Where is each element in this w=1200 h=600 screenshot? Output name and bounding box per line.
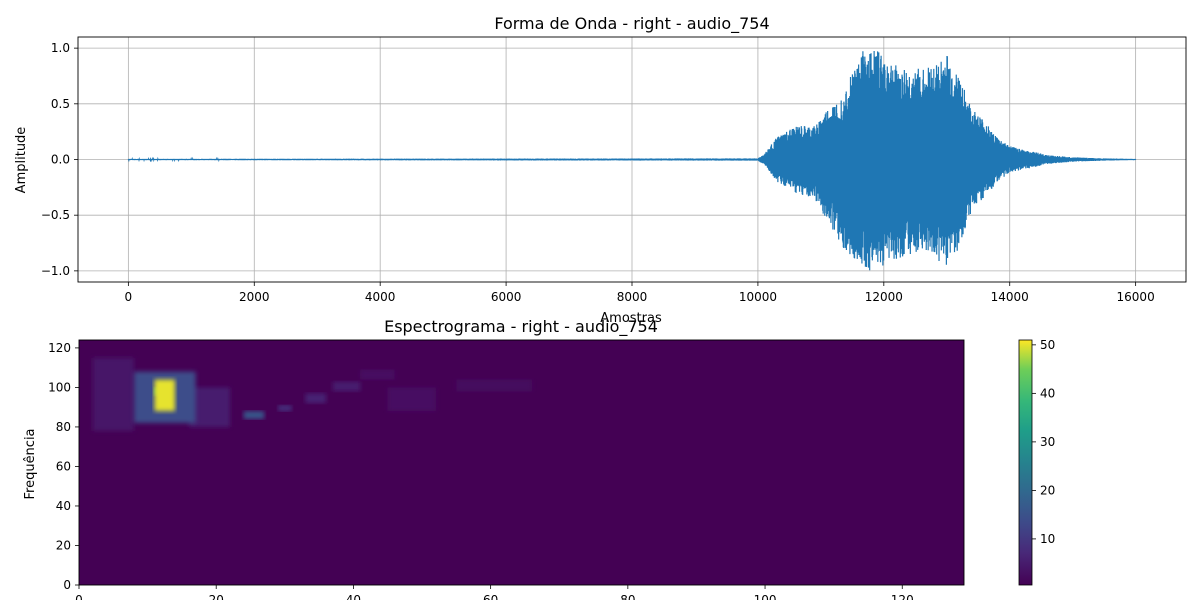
waveform-xtick-label: 8000	[617, 290, 648, 304]
spectrogram-hotspot	[387, 387, 436, 412]
spectrogram-cells	[92, 357, 532, 431]
colorbar-tick-label: 40	[1040, 386, 1055, 400]
waveform-xtick-label: 2000	[239, 290, 270, 304]
spectrogram-axes-frame	[78, 339, 965, 586]
waveform-series-line	[127, 51, 1137, 271]
waveform-ytick-label: −0.5	[41, 208, 70, 222]
waveform-xtick-label: 14000	[991, 290, 1029, 304]
waveform-xtick-label: 10000	[739, 290, 777, 304]
spectrogram-xtick-label: 20	[209, 593, 224, 600]
colorbar-tick-label: 50	[1040, 338, 1055, 352]
spectrogram-ytick-label: 0	[63, 578, 71, 592]
colorbar-tick-label: 10	[1040, 532, 1055, 546]
spectrogram-xtick-label: 80	[620, 593, 635, 600]
spectrogram-hotspot	[154, 379, 176, 412]
spectrogram-ylabel: Frequência	[23, 428, 38, 499]
spectrogram-ytick-label: 20	[56, 538, 71, 552]
spectrogram-hotspot	[305, 393, 326, 404]
colorbar-tick-label: 20	[1040, 483, 1055, 497]
spectrogram-ytick-label: 40	[56, 499, 71, 513]
waveform-ytick-label: 1.0	[51, 41, 70, 55]
spectrogram-chart: Espectrograma - right - audio_754 0 20 40 6…	[23, 317, 1055, 600]
spectrogram-xtick-label: 120	[891, 593, 914, 600]
spectrogram-xtick-label: 100	[754, 593, 777, 600]
waveform-ticks: 0 2000 4000 6000 8000 10000 12000 14000 16000 −1.…	[41, 41, 1155, 304]
waveform-ytick-label: 0.5	[51, 97, 70, 111]
spectrogram-ticks: 0 20 40 60 80 100 120 0 20 40 60 80 100 120	[48, 341, 914, 600]
waveform-xtick-label: 0	[125, 290, 133, 304]
waveform-title: Forma de Onda - right - audio_754	[494, 14, 769, 34]
spectrogram-hotspot	[277, 405, 292, 412]
waveform-xtick-label: 4000	[365, 290, 396, 304]
spectrogram-xtick-label: 60	[483, 593, 498, 600]
waveform-xtick-label: 16000	[1117, 290, 1155, 304]
waveform-ytick-label: −1.0	[41, 264, 70, 278]
spectrogram-hotspot	[332, 381, 361, 392]
spectrogram-background	[79, 340, 964, 585]
spectrogram-ytick-label: 60	[56, 459, 71, 473]
waveform-xtick-label: 12000	[865, 290, 903, 304]
spectrogram-ytick-label: 80	[56, 420, 71, 434]
waveform-ytick-label: 0.0	[51, 153, 70, 167]
spectrogram-ytick-label: 120	[48, 341, 71, 355]
spectrogram-hotspot	[92, 357, 134, 431]
spectrogram-title: Espectrograma - right - audio_754	[384, 317, 658, 337]
spectrogram-xtick-label: 0	[75, 593, 83, 600]
colorbar-tick-label: 30	[1040, 435, 1055, 449]
colorbar-gradient	[1018, 339, 1033, 586]
waveform-xlabel: Amostras	[600, 311, 662, 326]
waveform-axes-frame	[77, 36, 1187, 283]
spectrogram-ytick-label: 100	[48, 380, 71, 394]
spectrogram-xtick-label: 40	[346, 593, 361, 600]
waveform-ylabel: Amplitude	[14, 127, 29, 194]
spectrogram-hotspot	[456, 379, 532, 392]
waveform-chart: Forma de Onda - right - audio_754 0 2000 4…	[14, 14, 1187, 326]
colorbar-ticks: 10 20 30 40 50	[1032, 338, 1055, 546]
spectrogram-hotspot	[243, 411, 265, 420]
colorbar: 10 20 30 40 50	[1018, 338, 1055, 586]
waveform-xtick-label: 6000	[491, 290, 522, 304]
spectrogram-hotspot	[360, 369, 395, 380]
